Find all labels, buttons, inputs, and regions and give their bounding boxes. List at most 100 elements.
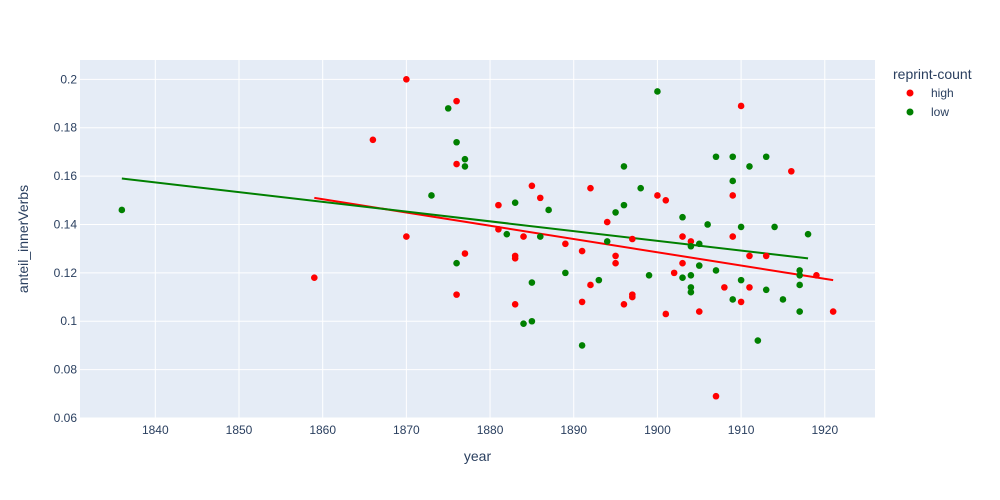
data-point-low[interactable] bbox=[712, 153, 720, 161]
data-point-high[interactable] bbox=[679, 233, 686, 240]
data-point-low[interactable] bbox=[796, 281, 803, 289]
data-point-low[interactable] bbox=[796, 271, 803, 279]
data-point-low[interactable] bbox=[762, 153, 770, 161]
data-point-high[interactable] bbox=[654, 192, 661, 199]
data-point-low[interactable] bbox=[746, 163, 753, 170]
data-point-low[interactable] bbox=[796, 308, 803, 315]
data-point-high[interactable] bbox=[603, 218, 611, 226]
data-point-high[interactable] bbox=[311, 274, 318, 282]
data-point-high[interactable] bbox=[695, 308, 703, 315]
data-point-high[interactable] bbox=[403, 76, 410, 83]
data-point-high[interactable] bbox=[461, 250, 469, 257]
data-point-high[interactable] bbox=[453, 160, 460, 168]
data-point-low[interactable] bbox=[578, 342, 586, 349]
data-point-high[interactable] bbox=[687, 238, 695, 245]
data-point-low[interactable] bbox=[562, 269, 569, 277]
data-point-high[interactable] bbox=[737, 102, 745, 110]
data-point-low[interactable] bbox=[453, 259, 460, 267]
data-point-low[interactable] bbox=[679, 274, 686, 282]
data-point-low[interactable] bbox=[737, 276, 745, 284]
data-point-low[interactable] bbox=[645, 271, 653, 279]
data-point-high[interactable] bbox=[403, 233, 410, 240]
data-point-high[interactable] bbox=[578, 298, 586, 306]
data-point-high[interactable] bbox=[679, 259, 686, 267]
data-point-high[interactable] bbox=[495, 226, 502, 233]
data-point-high[interactable] bbox=[813, 271, 820, 279]
legend-item-high[interactable]: high bbox=[906, 86, 954, 100]
data-point-low[interactable] bbox=[461, 155, 469, 163]
data-point-high[interactable] bbox=[762, 252, 770, 260]
data-point-low[interactable] bbox=[520, 320, 527, 327]
data-point-high[interactable] bbox=[788, 167, 795, 175]
data-point-low[interactable] bbox=[695, 240, 703, 248]
data-point-high[interactable] bbox=[620, 301, 628, 308]
data-point-low[interactable] bbox=[687, 271, 695, 279]
data-point-low[interactable] bbox=[536, 233, 544, 240]
data-point-low[interactable] bbox=[729, 177, 737, 185]
data-point-high[interactable] bbox=[520, 233, 527, 240]
data-point-low[interactable] bbox=[637, 184, 644, 192]
data-point-high[interactable] bbox=[562, 240, 569, 248]
data-point-high[interactable] bbox=[587, 184, 594, 192]
data-point-high[interactable] bbox=[829, 308, 837, 315]
data-point-low[interactable] bbox=[620, 201, 628, 209]
data-point-low[interactable] bbox=[704, 221, 711, 228]
data-point-high[interactable] bbox=[511, 301, 519, 308]
data-point-low[interactable] bbox=[545, 206, 552, 214]
data-point-high[interactable] bbox=[712, 392, 720, 400]
data-point-low[interactable] bbox=[796, 267, 803, 274]
data-point-high[interactable] bbox=[737, 298, 745, 306]
data-point-low[interactable] bbox=[804, 230, 812, 238]
data-point-low[interactable] bbox=[612, 209, 619, 216]
data-point-low[interactable] bbox=[687, 284, 695, 291]
data-point-low[interactable] bbox=[771, 223, 778, 231]
data-point-low[interactable] bbox=[620, 163, 628, 170]
data-point-low[interactable] bbox=[528, 317, 536, 325]
data-point-high[interactable] bbox=[453, 291, 460, 298]
data-point-low[interactable] bbox=[754, 337, 762, 344]
data-point-high[interactable] bbox=[612, 252, 619, 260]
data-point-low[interactable] bbox=[687, 242, 695, 250]
data-point-high[interactable] bbox=[578, 247, 586, 255]
data-point-high[interactable] bbox=[453, 97, 460, 105]
data-point-low[interactable] bbox=[729, 296, 737, 303]
data-point-low[interactable] bbox=[695, 262, 703, 269]
data-point-low[interactable] bbox=[453, 138, 460, 146]
data-point-low[interactable] bbox=[762, 286, 770, 294]
data-point-low[interactable] bbox=[679, 213, 686, 221]
data-point-low[interactable] bbox=[729, 153, 737, 161]
data-point-high[interactable] bbox=[528, 182, 536, 190]
data-point-low[interactable] bbox=[528, 279, 536, 286]
legend[interactable]: reprint-count high low bbox=[893, 66, 972, 119]
data-point-high[interactable] bbox=[511, 255, 519, 262]
data-point-low[interactable] bbox=[503, 230, 511, 238]
data-point-low[interactable] bbox=[428, 192, 435, 199]
data-point-low[interactable] bbox=[595, 276, 603, 284]
data-point-low[interactable] bbox=[118, 206, 126, 214]
data-point-low[interactable] bbox=[603, 238, 611, 245]
data-point-high[interactable] bbox=[662, 310, 670, 318]
data-point-high[interactable] bbox=[746, 252, 753, 260]
data-point-high[interactable] bbox=[495, 201, 502, 209]
data-point-high[interactable] bbox=[729, 192, 737, 199]
data-point-low[interactable] bbox=[511, 199, 519, 207]
data-point-high[interactable] bbox=[670, 269, 678, 277]
data-point-high[interactable] bbox=[721, 284, 728, 291]
data-point-high[interactable] bbox=[729, 233, 737, 240]
data-point-high[interactable] bbox=[629, 235, 636, 243]
data-point-high[interactable] bbox=[629, 293, 636, 301]
data-point-low[interactable] bbox=[654, 88, 661, 95]
data-point-high[interactable] bbox=[587, 281, 594, 289]
data-point-low[interactable] bbox=[712, 267, 720, 274]
data-point-high[interactable] bbox=[536, 194, 544, 202]
data-point-low[interactable] bbox=[461, 163, 469, 170]
data-point-low[interactable] bbox=[444, 105, 452, 112]
data-point-low[interactable] bbox=[779, 296, 787, 303]
data-point-high[interactable] bbox=[369, 136, 377, 144]
data-point-low[interactable] bbox=[687, 288, 695, 296]
data-point-high[interactable] bbox=[612, 259, 619, 267]
legend-item-low[interactable]: low bbox=[906, 105, 950, 119]
data-point-high[interactable] bbox=[662, 196, 670, 204]
data-point-low[interactable] bbox=[737, 223, 745, 231]
data-point-high[interactable] bbox=[746, 284, 753, 291]
